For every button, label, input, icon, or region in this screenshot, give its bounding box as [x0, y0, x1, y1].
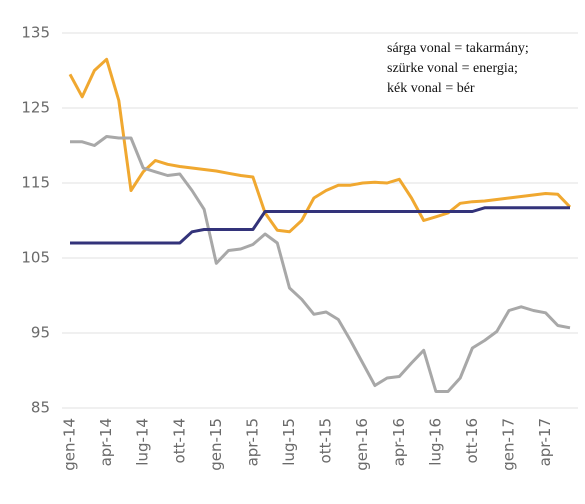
x-tick-label: lug-15: [280, 418, 298, 466]
x-tick-label: gen-15: [207, 418, 225, 471]
x-tick-label: ott-15: [317, 418, 335, 463]
x-tick-label: gen-14: [61, 418, 79, 471]
y-tick-label: 85: [31, 399, 50, 417]
series-line: [70, 135, 571, 393]
y-tick-label: 125: [21, 99, 50, 117]
x-tick-label: apr-15: [243, 418, 261, 466]
annotation: kék vonal = bér: [387, 81, 475, 96]
x-tick-label: gen-17: [500, 418, 518, 471]
annotation: sárga vonal = takarmány;: [387, 41, 529, 56]
x-tick-label: lug-14: [134, 418, 152, 466]
y-tick-label: 105: [21, 249, 50, 267]
y-tick-label: 95: [31, 324, 50, 342]
y-tick-label: 115: [21, 174, 50, 192]
x-tick-label: gen-16: [353, 418, 371, 471]
x-tick-label: apr-14: [97, 418, 115, 466]
annotation: szürke vonal = energia;: [387, 61, 518, 76]
series-line: [70, 206, 570, 245]
x-tick-label: apr-16: [390, 418, 408, 466]
lines: [68, 57, 572, 393]
series-line: [68, 57, 572, 234]
x-tick-label: ott-14: [170, 418, 188, 463]
x-tick-label: ott-16: [463, 418, 481, 463]
y-tick-label: 135: [21, 24, 50, 42]
grid: [62, 32, 578, 409]
labels: 85 95 105 115 125 135 gen-14 apr-14 lug-14 ott-14…: [21, 24, 554, 471]
x-tick-label: apr-17: [536, 418, 554, 466]
x-tick-label: lug-16: [426, 418, 444, 466]
